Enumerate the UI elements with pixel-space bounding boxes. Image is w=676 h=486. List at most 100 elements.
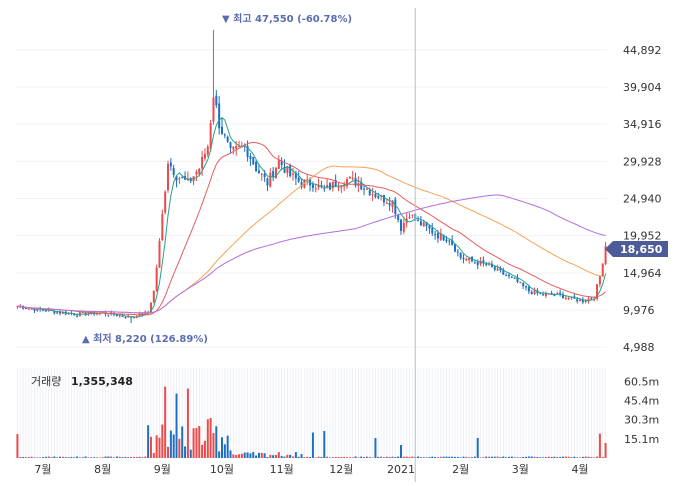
volume-bar: [320, 457, 323, 458]
volume-bar: [513, 457, 516, 458]
candle-body: [576, 299, 579, 302]
volume-bar: [462, 456, 465, 458]
candle-body: [161, 214, 164, 241]
volume-bar: [127, 457, 130, 458]
volume-bar: [431, 456, 434, 458]
candle-body: [374, 194, 377, 197]
candle-body: [203, 153, 206, 159]
price-tick-label: 19,952: [623, 230, 662, 243]
volume-header: 거래량 1,355,348: [31, 375, 133, 388]
volume-bar: [590, 457, 593, 458]
volume-bar: [192, 428, 195, 458]
candle-body: [164, 191, 167, 213]
current-price-badge: 18,650: [605, 241, 668, 257]
candle-body: [249, 155, 252, 160]
candle-body: [510, 276, 513, 278]
volume-bar: [584, 456, 587, 458]
volume-background: [16, 368, 607, 458]
volume-bar: [422, 457, 425, 458]
volume-bar: [67, 457, 70, 458]
volume-bar: [189, 449, 192, 458]
candle-body: [19, 306, 22, 308]
volume-bar: [453, 456, 456, 458]
candle-body: [124, 317, 127, 319]
candle-body: [252, 156, 255, 165]
low-marker: ▲ 최저 8,220 (126.89%): [82, 332, 208, 345]
candle-body: [294, 172, 297, 179]
candle-body: [513, 277, 516, 279]
candle-body: [61, 312, 64, 314]
candle-body: [201, 156, 204, 169]
candle-body: [525, 286, 528, 288]
candle-body: [581, 299, 584, 303]
candle-body: [198, 168, 201, 175]
volume-bar: [436, 457, 439, 458]
volume-bar: [36, 457, 39, 458]
volume-bar: [334, 457, 337, 458]
volume-bar: [388, 457, 391, 458]
candle-body: [303, 180, 306, 188]
ma-line: [17, 141, 606, 316]
candle-body: [425, 221, 428, 227]
volume-bar: [198, 426, 201, 458]
volume-bar: [50, 457, 53, 458]
candle-body: [561, 294, 564, 299]
candle-body: [408, 217, 411, 219]
candle-body: [44, 310, 47, 312]
volume-bar: [587, 456, 590, 458]
volume-bar: [482, 457, 485, 458]
volume-bar: [326, 456, 329, 458]
candle-body: [331, 181, 334, 189]
candle-body: [178, 178, 181, 180]
volume-bar: [181, 426, 184, 458]
volume-bar: [314, 457, 317, 458]
volume-bar: [201, 444, 204, 458]
volume-bar: [212, 433, 215, 458]
candle-body: [559, 292, 562, 295]
volume-bar: [195, 427, 198, 458]
volume-bar: [417, 456, 420, 458]
candle-body: [311, 184, 314, 188]
volume-bar: [218, 451, 221, 458]
candle-body: [542, 294, 545, 296]
volume-bar: [101, 457, 104, 458]
volume-bar: [274, 454, 277, 458]
volume-bar: [570, 457, 573, 458]
volume-bar: [206, 419, 209, 458]
volume-bar: [596, 456, 599, 458]
volume-bar: [419, 457, 422, 458]
candle-body: [377, 196, 380, 199]
candle-body: [59, 311, 62, 314]
volume-bar: [73, 457, 76, 458]
candle-body: [289, 164, 292, 177]
volume-bar: [499, 457, 502, 458]
volume-bar: [263, 453, 266, 458]
volume-axis: 60.5m 45.4m 30.3m 15.1m: [624, 375, 659, 446]
volume-bar: [542, 457, 545, 458]
candle-body: [340, 185, 343, 188]
volume-bar: [371, 457, 374, 458]
candle-body: [36, 308, 39, 311]
candle-body: [505, 275, 508, 277]
candle-body: [365, 188, 368, 190]
volume-bar: [61, 456, 64, 458]
volume-bar: [22, 457, 25, 458]
volume-bar: [107, 456, 110, 458]
candle-body: [172, 168, 175, 176]
candle-body: [604, 246, 607, 265]
volume-bar: [576, 457, 579, 458]
candle-body: [155, 267, 158, 291]
volume-bar: [456, 457, 459, 458]
volume-bar: [516, 457, 519, 458]
volume-bar: [243, 452, 246, 458]
volume-bar: [39, 457, 42, 458]
volume-bar: [240, 453, 243, 458]
volume-bar: [411, 456, 414, 458]
candle-body: [218, 103, 221, 129]
candle-body: [76, 315, 79, 317]
volume-bar: [331, 457, 334, 458]
volume-bar: [471, 457, 474, 458]
candle-body: [533, 290, 536, 294]
candle-body: [186, 178, 189, 181]
